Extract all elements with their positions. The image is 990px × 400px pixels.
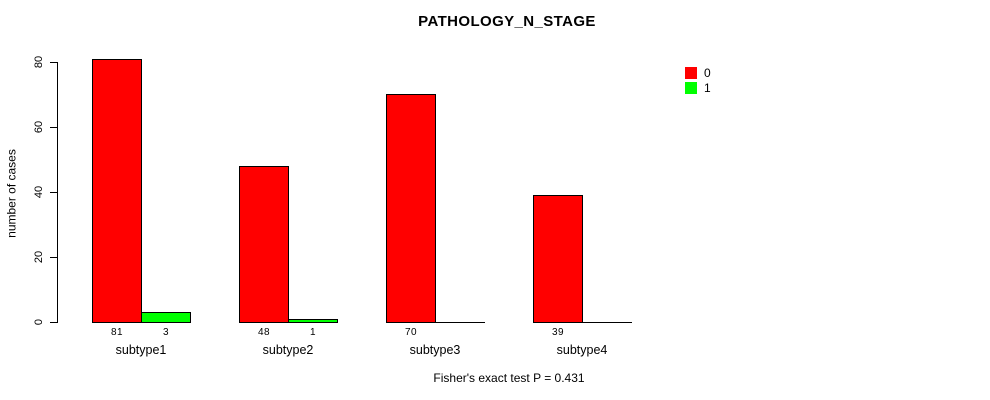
bar-count-label: 48 xyxy=(257,327,271,338)
x-category-label: subtype4 xyxy=(556,343,608,357)
bar-series-1-zero xyxy=(582,322,632,323)
legend-swatch-red xyxy=(685,66,697,79)
bar-count-label: 3 xyxy=(162,327,170,338)
bar-series-1 xyxy=(141,312,191,323)
y-tick-label: 0 xyxy=(33,318,45,326)
legend-swatch-green xyxy=(685,81,697,94)
bar-count-label: 1 xyxy=(309,327,317,338)
y-tick xyxy=(50,192,57,193)
y-tick xyxy=(50,62,57,63)
bar-series-0 xyxy=(533,195,583,323)
bar-series-1 xyxy=(288,319,338,323)
y-axis-line xyxy=(57,62,58,323)
y-tick xyxy=(50,127,57,128)
x-category-label: subtype1 xyxy=(115,343,167,357)
bar-series-0 xyxy=(92,59,142,323)
x-category-label: subtype3 xyxy=(409,343,461,357)
bar-count-label: 70 xyxy=(404,327,418,338)
bar-series-0 xyxy=(239,166,289,323)
y-tick-label: 20 xyxy=(33,250,45,264)
y-tick xyxy=(50,257,57,258)
bar-count-label: 39 xyxy=(551,327,565,338)
legend-label-1: 1 xyxy=(704,80,711,95)
y-tick xyxy=(50,322,57,323)
stat-test-label: Fisher's exact test P = 0.431 xyxy=(433,371,585,385)
bar-series-0 xyxy=(386,94,436,323)
bar-count-label: 81 xyxy=(110,327,124,338)
legend-item-1: 1 xyxy=(685,80,711,95)
x-category-label: subtype2 xyxy=(262,343,314,357)
y-tick-label: 60 xyxy=(33,120,45,134)
legend-label-0: 0 xyxy=(704,65,711,80)
legend: 0 1 xyxy=(685,65,711,95)
y-tick-label: 40 xyxy=(33,185,45,199)
legend-item-0: 0 xyxy=(685,65,711,80)
y-tick-label: 80 xyxy=(33,55,45,69)
bar-series-1-zero xyxy=(435,322,485,323)
chart-title: PATHOLOGY_N_STAGE xyxy=(418,13,596,30)
